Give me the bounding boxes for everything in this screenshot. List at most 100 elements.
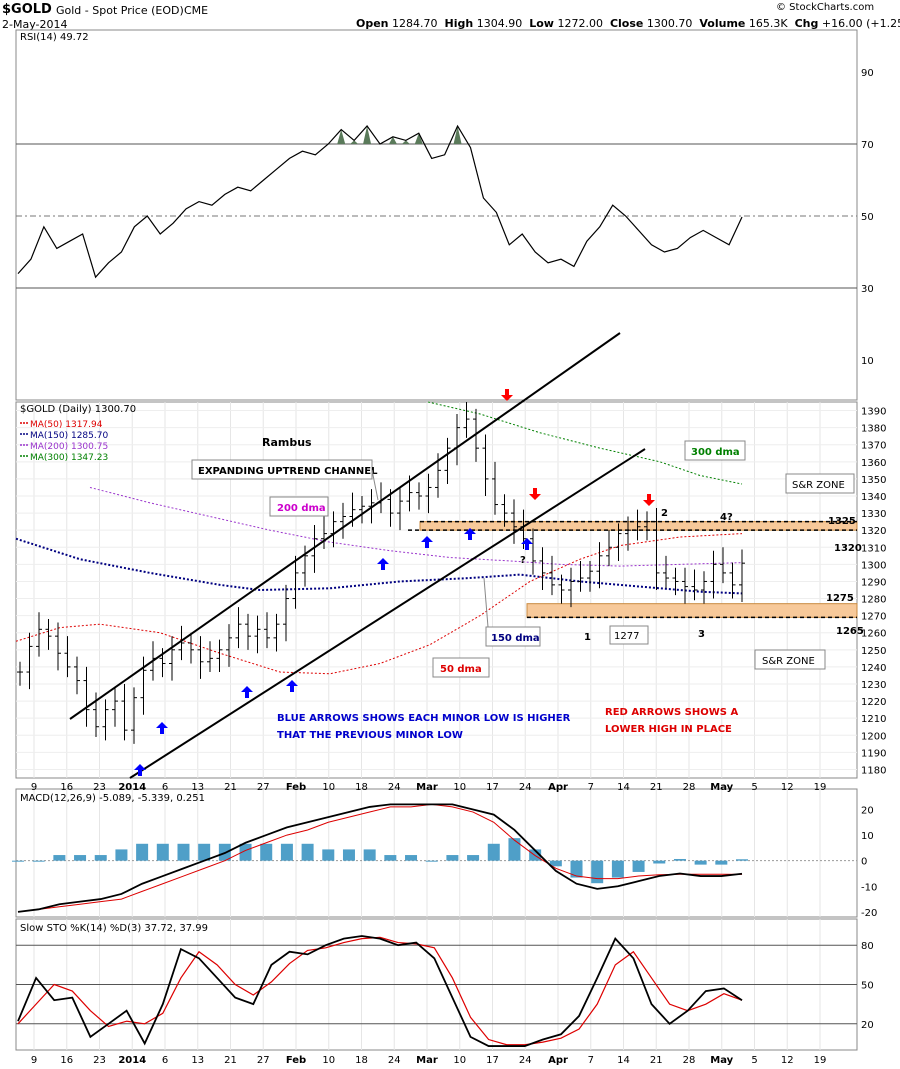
annotation-sr-zone-top: S&R ZONE bbox=[792, 480, 845, 491]
x-tick-label: 16 bbox=[60, 1055, 73, 1066]
macd-y-tick: 0 bbox=[861, 857, 867, 868]
rsi-overbought-fill bbox=[337, 126, 462, 144]
x-tick-label: 2014 bbox=[118, 782, 146, 793]
macd-histogram-bar bbox=[570, 860, 583, 878]
x-tick-label: 10 bbox=[453, 1055, 466, 1066]
macd-histogram-bar bbox=[12, 860, 24, 862]
x-tick-label: 24 bbox=[519, 782, 532, 793]
macd-y-tick: -10 bbox=[861, 882, 877, 893]
close-label: Close bbox=[609, 17, 644, 30]
macd-signal-line bbox=[17, 803, 743, 913]
red-down-arrow-icon bbox=[643, 494, 655, 506]
dma50-callout-box bbox=[432, 657, 490, 678]
annotation-rambus: Rambus bbox=[262, 436, 312, 449]
x-tick-label: May bbox=[710, 1055, 733, 1066]
macd-histogram-bar bbox=[74, 855, 87, 861]
x-tick-label: 27 bbox=[257, 1055, 270, 1066]
close-value: 1300.70 bbox=[646, 17, 693, 30]
macd-y-tick: 10 bbox=[861, 831, 874, 842]
price-y-tick: 1300 bbox=[861, 560, 886, 571]
annotation-level-1325: 1325 bbox=[828, 516, 856, 527]
low-label: Low bbox=[529, 17, 554, 30]
price-y-tick: 1380 bbox=[861, 424, 886, 435]
blue-up-arrow-icon bbox=[241, 686, 253, 698]
legend-entry: MA(150) 1285.70 bbox=[30, 431, 108, 441]
legend-entry: MA(50) 1317.94 bbox=[30, 420, 103, 430]
macd-title: MACD(12,26,9) -5.089, -5.339, 0.251 bbox=[20, 793, 205, 804]
macd-histogram-bar bbox=[736, 859, 748, 861]
legend-entry: MA(300) 1347.23 bbox=[30, 453, 108, 463]
red-arrows-note-line2: LOWER HIGH IN PLACE bbox=[605, 724, 732, 735]
x-tick-label: Apr bbox=[548, 782, 568, 793]
sto-k-line bbox=[17, 935, 743, 1047]
macd-histogram-bar bbox=[611, 860, 624, 878]
chg-value: +16.00 (+1.25%) bbox=[821, 17, 900, 30]
rsi-y-tick: 70 bbox=[861, 140, 874, 151]
x-tick-label: 24 bbox=[388, 1055, 401, 1066]
panel-frame-price bbox=[15, 401, 858, 779]
dma150-callout-pointer bbox=[483, 577, 489, 628]
dma200-callout-box bbox=[269, 496, 329, 517]
blue-up-arrow-icon bbox=[377, 558, 389, 570]
x-tick-label: 19 bbox=[814, 1055, 827, 1066]
x-tick-label: Mar bbox=[416, 1055, 438, 1066]
sr-zone-lower bbox=[526, 603, 858, 618]
blue-arrows-note-line2: THAT THE PREVIOUS MINOR LOW bbox=[277, 730, 463, 741]
ma200-line bbox=[89, 486, 743, 567]
macd-histogram-bar bbox=[467, 855, 480, 861]
annotation-point-3: 3 bbox=[698, 629, 705, 640]
copyright: © StockCharts.com bbox=[776, 2, 875, 13]
macd-histogram-bar bbox=[591, 860, 604, 884]
macd-histogram-bar bbox=[156, 843, 169, 861]
x-tick-label: 28 bbox=[683, 782, 696, 793]
blue-up-arrow-icon bbox=[156, 722, 168, 734]
x-tick-label: 28 bbox=[683, 1055, 696, 1066]
x-tick-label: 10 bbox=[322, 1055, 335, 1066]
macd-histogram-bar bbox=[198, 843, 211, 861]
x-tick-label: 27 bbox=[257, 782, 270, 793]
annotation-dma200: 200 dma bbox=[277, 503, 326, 514]
annotation-question: ? bbox=[520, 555, 526, 566]
x-tick-label: 18 bbox=[355, 782, 368, 793]
annotation-point-2: 2 bbox=[661, 508, 668, 519]
macd-histogram-bar bbox=[673, 858, 686, 861]
x-tick-label: 13 bbox=[191, 1055, 204, 1066]
exchange: CME bbox=[184, 4, 209, 17]
red-arrows-note-line1: RED ARROWS SHOWS A bbox=[605, 707, 738, 718]
x-tick-label: 12 bbox=[781, 782, 794, 793]
x-tick-label: 14 bbox=[617, 1055, 630, 1066]
instrument-name: Gold - Spot Price (EOD) bbox=[56, 4, 184, 17]
price-y-tick: 1270 bbox=[861, 612, 886, 623]
x-tick-label: 6 bbox=[162, 1055, 168, 1066]
x-tick-label: 21 bbox=[650, 782, 663, 793]
macd-histogram-bar bbox=[280, 843, 293, 861]
x-tick-label: 10 bbox=[453, 782, 466, 793]
blue-up-arrow-icon bbox=[521, 538, 533, 550]
macd-histogram-bar bbox=[136, 843, 149, 861]
price-y-tick: 1350 bbox=[861, 475, 886, 486]
channel-upper-line bbox=[69, 332, 621, 720]
price-y-tick: 1200 bbox=[861, 731, 886, 742]
macd-histogram-bar bbox=[342, 849, 355, 861]
x-tick-label: 10 bbox=[322, 782, 335, 793]
macd-histogram-bar bbox=[53, 855, 66, 861]
macd-histogram-bar bbox=[715, 860, 728, 865]
x-tick-label: 19 bbox=[814, 782, 827, 793]
x-tick-label: 23 bbox=[93, 1055, 106, 1066]
sto-y-tick: 20 bbox=[861, 1020, 874, 1031]
macd-histogram-bar bbox=[549, 860, 562, 867]
ohlc-bar: Open 1284.70 High 1304.90 Low 1272.00 Cl… bbox=[356, 17, 900, 30]
x-tick-label: 6 bbox=[162, 782, 168, 793]
x-tick-label: 7 bbox=[588, 1055, 594, 1066]
dma300-callout-box bbox=[684, 440, 746, 461]
blue-up-arrow-icon bbox=[464, 528, 476, 540]
macd-histogram-bar bbox=[260, 843, 273, 861]
price-y-tick: 1290 bbox=[861, 577, 886, 588]
price-y-tick: 1370 bbox=[861, 441, 886, 452]
macd-histogram-bar bbox=[384, 855, 397, 861]
rsi-line bbox=[17, 124, 743, 279]
x-tick-label: 13 bbox=[191, 782, 204, 793]
dma150-callout-box bbox=[485, 626, 541, 647]
